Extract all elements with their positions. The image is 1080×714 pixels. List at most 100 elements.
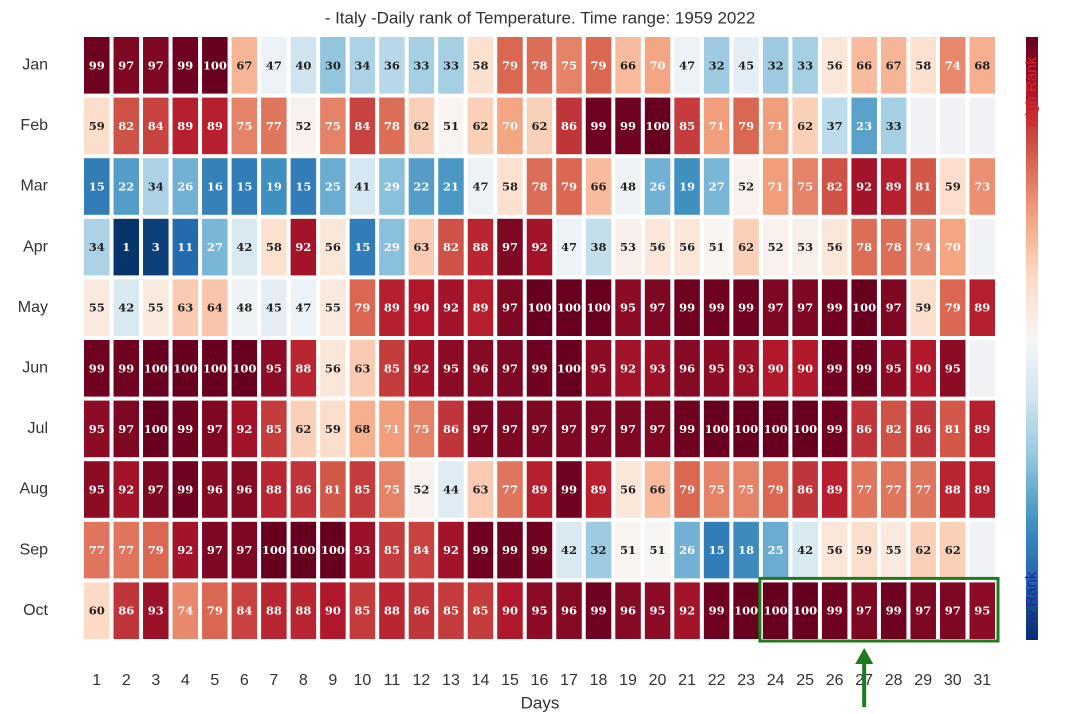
cell-label: 88 [295, 604, 311, 618]
heatmap-cell [349, 279, 376, 336]
heatmap-cell [143, 461, 169, 518]
heatmap-cell [703, 218, 730, 276]
cell-label: 79 [679, 483, 695, 497]
cell-label: 90 [768, 361, 784, 375]
cell-label: 99 [827, 301, 843, 315]
cell-label: 97 [856, 604, 872, 618]
cell-label: 78 [531, 180, 547, 194]
cell-label: 89 [531, 483, 547, 497]
heatmap-cell [674, 461, 700, 518]
heatmap-cell [526, 340, 553, 397]
cell-label: 100 [173, 361, 197, 375]
heatmap-cell [910, 37, 936, 94]
cell-label: 62 [531, 119, 547, 133]
heatmap-cell [821, 340, 848, 397]
heatmap-cell [231, 521, 258, 579]
cell-label: 47 [472, 180, 488, 194]
heatmap-cell [703, 97, 730, 155]
cell-label: 77 [118, 543, 134, 557]
cell-label: 100 [232, 361, 256, 375]
heatmap-cell [290, 340, 317, 397]
cell-label: 33 [797, 58, 813, 72]
heatmap-cell [438, 521, 464, 579]
x-tick-label: 19 [619, 672, 637, 689]
heatmap-cell [939, 279, 966, 336]
cell-label: 25 [325, 180, 341, 194]
cell-label: 11 [177, 240, 193, 254]
cell-label: 77 [266, 119, 282, 133]
heatmap-cell [261, 340, 287, 397]
heatmap-cell [585, 521, 612, 579]
cell-label: 70 [945, 240, 961, 254]
heatmap-cell [320, 521, 346, 579]
cell-label: 45 [266, 301, 282, 315]
heatmap-cell [615, 582, 641, 639]
cell-label: 25 [768, 543, 784, 557]
cell-label: 81 [325, 483, 341, 497]
cell-label: 99 [89, 58, 105, 72]
cell-label: 75 [236, 119, 252, 133]
y-tick-label: Sep [20, 541, 49, 558]
cell-label: 88 [945, 483, 961, 497]
heatmap-cell [644, 37, 671, 94]
cell-label: 53 [620, 240, 636, 254]
heatmap-cell [733, 340, 759, 397]
empty-cell [969, 340, 995, 397]
cell-label: 75 [561, 58, 577, 72]
cell-label: 77 [502, 483, 518, 497]
cell-label: 85 [266, 422, 282, 436]
heatmap-cell [556, 521, 582, 579]
heatmap-cell [851, 37, 877, 94]
x-tick-label: 1 [92, 672, 101, 689]
y-tick-label: Oct [23, 602, 48, 619]
cell-label: 93 [650, 361, 666, 375]
heatmap-cell [438, 582, 464, 639]
cell-label: 37 [827, 119, 843, 133]
heatmap-cell [526, 582, 553, 639]
cell-label: 71 [384, 422, 400, 436]
cell-label: 97 [207, 422, 223, 436]
cell-label: 63 [413, 240, 429, 254]
heatmap-cell [143, 521, 169, 579]
cell-label: 97 [502, 301, 518, 315]
heatmap-cell [674, 218, 700, 276]
heatmap-cell [526, 97, 553, 155]
cell-label: 53 [797, 240, 813, 254]
heatmap-cell [556, 37, 582, 94]
heatmap-cell [467, 279, 494, 336]
cell-label: 97 [886, 301, 902, 315]
heatmap-cell [880, 37, 907, 94]
heatmap-cell [113, 521, 140, 579]
y-tick-label: Jul [28, 420, 48, 437]
cell-label: 99 [827, 361, 843, 375]
heatmap-cell [290, 400, 317, 458]
heatmap-cell [674, 279, 700, 336]
heatmap-cell [939, 340, 966, 397]
cell-label: 58 [915, 58, 931, 72]
cell-label: 47 [295, 301, 311, 315]
heatmap-cell [438, 158, 464, 215]
cell-label: 48 [236, 301, 252, 315]
heatmap-cell [143, 97, 169, 155]
heatmap-cell [113, 158, 140, 215]
y-tick-label: Mar [20, 178, 48, 195]
heatmap-cell [84, 461, 110, 518]
heatmap-cell [556, 340, 582, 397]
cell-label: 62 [945, 543, 961, 557]
cell-label: 78 [384, 119, 400, 133]
heatmap-cell [851, 582, 877, 639]
cell-label: 88 [266, 483, 282, 497]
cell-label: 96 [561, 604, 577, 618]
heatmap-cell [438, 400, 464, 458]
heatmap-cell [84, 218, 110, 276]
heatmap-cell [821, 97, 848, 155]
heatmap-cell [349, 340, 376, 397]
chart-title: - Italy -Daily rank of Temperature. Time… [325, 8, 756, 27]
heatmap-cell [644, 400, 671, 458]
cell-label: 96 [236, 483, 252, 497]
x-tick-label: 25 [796, 672, 814, 689]
heatmap-cell [556, 582, 582, 639]
cell-label: 96 [679, 361, 695, 375]
cell-label: 96 [207, 483, 223, 497]
cell-label: 97 [502, 361, 518, 375]
